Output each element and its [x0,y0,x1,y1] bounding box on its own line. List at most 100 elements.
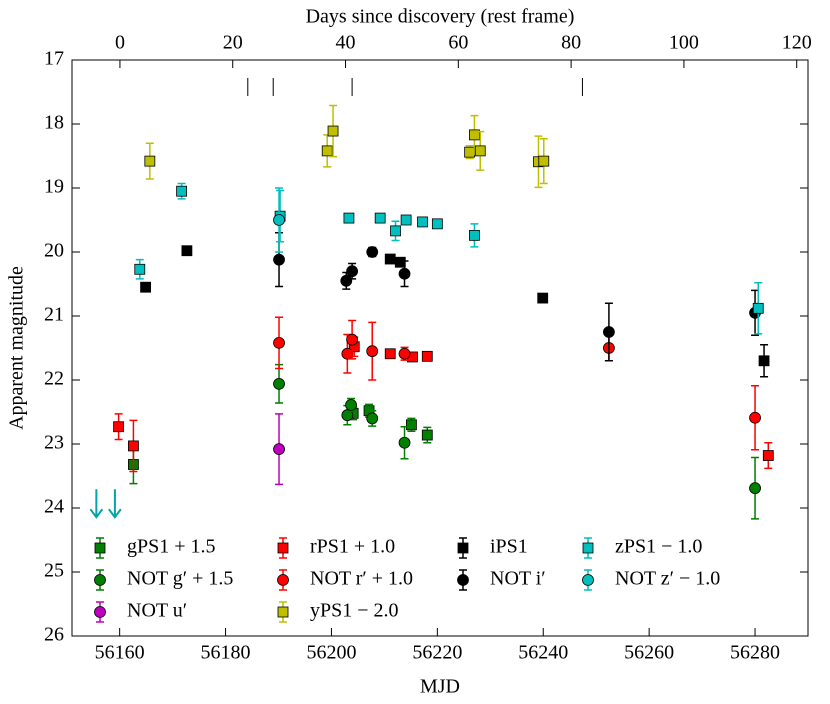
y-tick-label: 19 [44,176,64,198]
data-point [113,421,124,433]
data-point [469,229,480,241]
legend-marker [277,606,289,618]
data-point [340,274,353,287]
legend-marker [94,574,106,586]
data-point [474,145,486,157]
data-point [273,336,285,349]
data-point [417,216,428,228]
data-point [749,411,761,424]
x2-tick-label: 40 [336,32,356,54]
data-point [469,129,480,141]
x2-tick-label: 0 [115,32,125,54]
y-tick-label: 18 [44,112,64,134]
data-point [181,245,193,257]
data-point [341,409,354,422]
legend-label: NOT g′ + 1.5 [127,568,233,590]
data-point [134,263,146,275]
data-point [366,345,379,358]
data-point [603,326,615,338]
legend-marker [94,606,106,618]
legend-marker [582,574,594,586]
x-axis-label: MJD [420,676,460,698]
data-point [327,125,339,137]
legend-marker [277,574,289,586]
y-tick-label: 22 [44,368,64,390]
data-point [140,281,152,293]
data-point [176,185,188,197]
data-point [752,302,764,314]
x-tick-label: 56200 [306,642,356,664]
x-tick-label: 56280 [730,642,780,664]
data-point [384,253,396,265]
data-point [398,267,411,280]
y-tick-label: 25 [44,560,64,582]
data-point [406,419,417,431]
legend-label: NOT r′ + 1.0 [310,568,413,590]
legend-label: gPS1 + 1.5 [127,536,216,558]
legend-marker [457,574,469,586]
x-tick-label: 56240 [518,642,568,664]
data-point [273,443,285,456]
x2-tick-label: 60 [448,32,468,54]
legend-label: yPS1 − 2.0 [310,600,399,622]
y-tick-label: 24 [44,496,64,518]
legend-marker [94,542,106,554]
x2-tick-label: 20 [223,32,243,54]
data-point [346,333,359,346]
data-point [346,265,359,278]
plot-frame [71,59,809,637]
data-point [128,440,139,452]
upper-limit-arrow [108,489,122,519]
y-tick-label: 26 [44,624,64,646]
x2-axis-label: Days since discovery (rest frame) [306,6,575,28]
y-axis-label: Apparent magnitude [6,266,28,430]
x-tick-label: 56220 [412,642,462,664]
data-point [321,145,333,157]
data-point [398,436,411,449]
data-point [398,347,411,360]
data-point [374,212,386,224]
data-point [749,482,761,495]
y-tick-label: 23 [44,432,64,454]
data-point [345,399,357,411]
data-point [537,292,549,304]
x-tick-label: 56180 [201,642,251,664]
legend-label: NOT u′ [127,600,187,622]
data-point [273,377,285,390]
legend-marker [277,542,289,554]
data-point [758,355,770,367]
x-tick-label: 56160 [95,642,145,664]
data-point [464,146,476,158]
data-point [273,253,285,266]
y-tick-label: 21 [44,304,64,326]
data-point [366,412,379,425]
upper-limit-arrow [89,489,104,519]
data-point [341,347,354,360]
data-point [538,155,550,167]
legend-label: NOT i′ [490,568,546,590]
data-point [431,218,443,230]
data-point [384,348,396,360]
data-point [366,246,379,258]
data-point [421,429,433,441]
data-point [273,214,285,226]
data-point [144,155,156,167]
x2-tick-label: 100 [669,32,699,54]
legend-label: iPS1 [490,536,528,558]
data-point [762,450,774,461]
y-tick-label: 17 [44,48,64,70]
y-tick-label: 20 [44,240,64,262]
legend-marker [457,542,469,554]
data-point [421,350,433,362]
x2-tick-label: 80 [561,32,581,54]
data-point [400,214,412,226]
legend-label: zPS1 − 1.0 [615,536,702,558]
legend-marker [582,542,594,554]
data-point [390,225,401,237]
data-point [394,256,406,268]
legend-label: NOT z′ − 1.0 [615,568,720,590]
x-tick-label: 56260 [624,642,674,664]
data-point [343,212,355,224]
legend-label: rPS1 + 1.0 [310,536,395,558]
